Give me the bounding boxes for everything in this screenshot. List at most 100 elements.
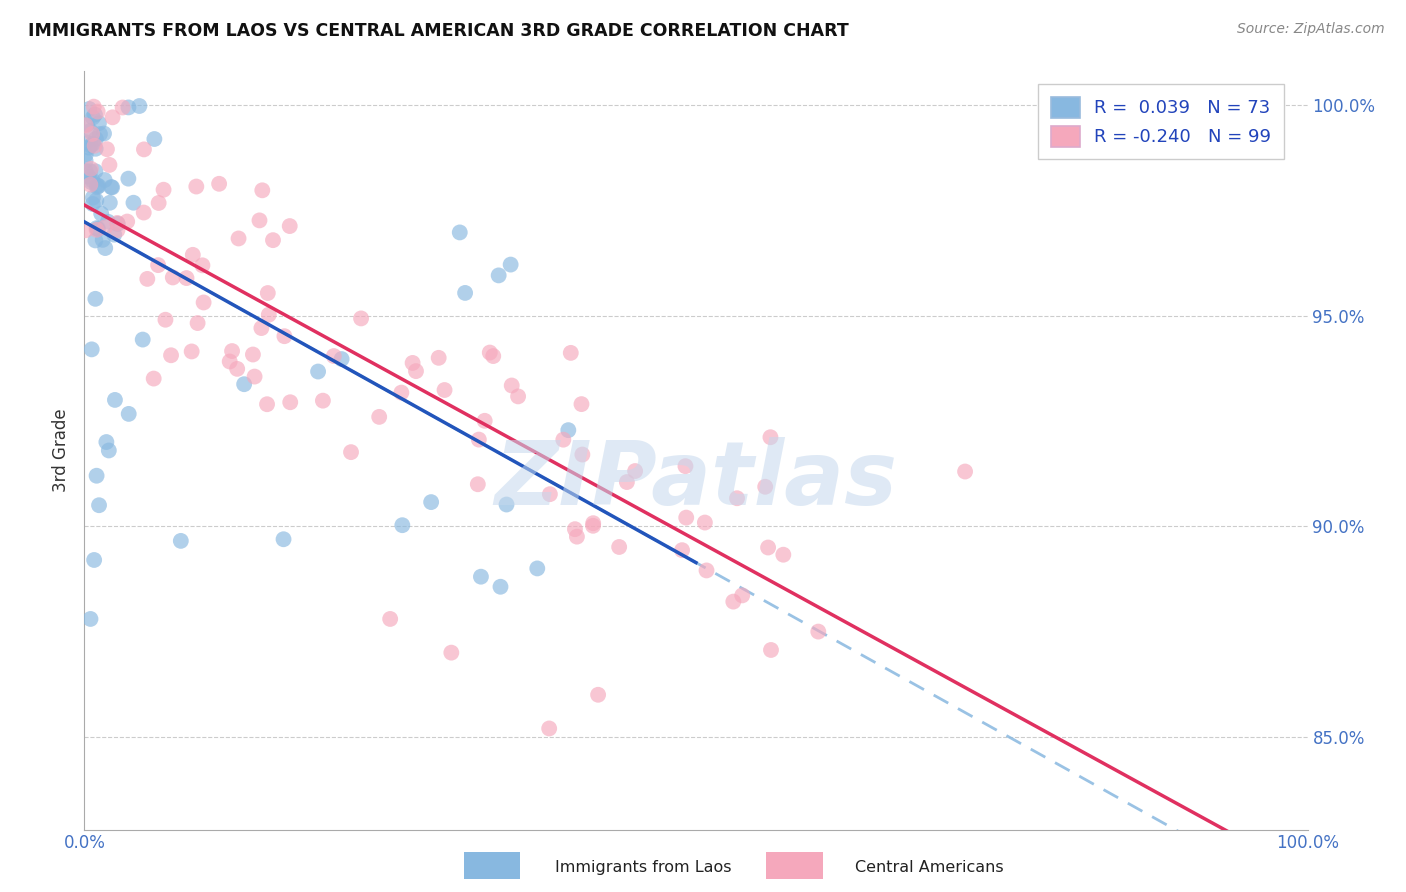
Point [79,138,101,153]
Point [148,196,170,211]
Point [86,178,108,193]
Point [675,510,697,524]
Point [86,468,108,483]
Point [132,142,155,156]
Point [160,348,183,362]
Point [250,321,273,335]
Point [117,171,139,186]
Point [87,222,110,236]
Point [488,268,510,283]
Point [350,311,373,326]
Point [107,223,129,237]
Point [79,124,101,138]
Point [427,351,450,365]
Point [97,443,120,458]
Point [77,169,100,184]
Point [243,369,266,384]
Point [82,197,104,211]
Point [675,459,697,474]
Point [278,219,301,233]
Point [807,624,830,639]
Point [79,178,101,192]
Text: ZIPatlas: ZIPatlas [495,437,897,524]
Point [557,423,579,437]
Point [489,580,512,594]
Point [696,563,718,577]
Point [725,491,748,506]
Point [142,371,165,385]
Point [104,392,127,407]
Point [96,142,118,156]
Point [693,516,716,530]
Point [607,540,630,554]
Point [273,329,295,343]
Point [136,272,159,286]
Point [75,135,97,149]
Point [482,349,505,363]
Point [538,722,561,736]
Point [83,553,105,567]
Point [103,227,125,242]
Point [80,161,103,176]
Point [105,216,128,230]
Point [187,316,209,330]
Point [470,570,492,584]
Point [87,498,110,512]
Point [75,153,97,168]
Point [77,140,100,154]
Point [180,344,202,359]
Point [82,173,104,187]
Point [94,241,117,255]
Point [77,102,100,116]
Point [380,612,402,626]
Point [208,177,231,191]
Point [111,101,134,115]
Point [467,477,489,491]
Point [118,407,141,421]
Point [84,194,107,208]
Point [128,99,150,113]
Point [242,347,264,361]
Text: Source: ZipAtlas.com: Source: ZipAtlas.com [1237,22,1385,37]
Point [115,214,138,228]
Point [228,231,250,245]
Point [84,234,107,248]
Point [754,480,776,494]
Point [312,393,335,408]
Point [83,100,105,114]
Point [616,475,638,489]
Point [122,195,145,210]
Text: Immigrants from Laos: Immigrants from Laos [555,861,733,875]
Point [76,117,98,131]
Text: IMMIGRANTS FROM LAOS VS CENTRAL AMERICAN 3RD GRADE CORRELATION CHART: IMMIGRANTS FROM LAOS VS CENTRAL AMERICAN… [28,22,849,40]
Point [181,248,204,262]
Point [401,356,423,370]
Point [75,223,97,237]
Point [433,383,456,397]
Point [368,409,391,424]
Point [96,435,118,450]
Point [624,464,647,478]
Point [82,127,104,141]
Point [772,548,794,562]
Point [170,533,193,548]
Point [100,180,122,194]
Point [87,179,110,194]
Point [89,127,111,141]
FancyBboxPatch shape [450,847,534,884]
Point [731,588,754,602]
Point [256,286,278,301]
Point [176,271,198,285]
Point [322,349,344,363]
Point [565,530,588,544]
Point [83,138,105,153]
Point [101,180,124,194]
Point [155,312,177,326]
Point [330,352,353,367]
Point [454,285,477,300]
Point [79,164,101,178]
Point [162,270,184,285]
Point [93,127,115,141]
Point [553,433,575,447]
Point [560,346,582,360]
